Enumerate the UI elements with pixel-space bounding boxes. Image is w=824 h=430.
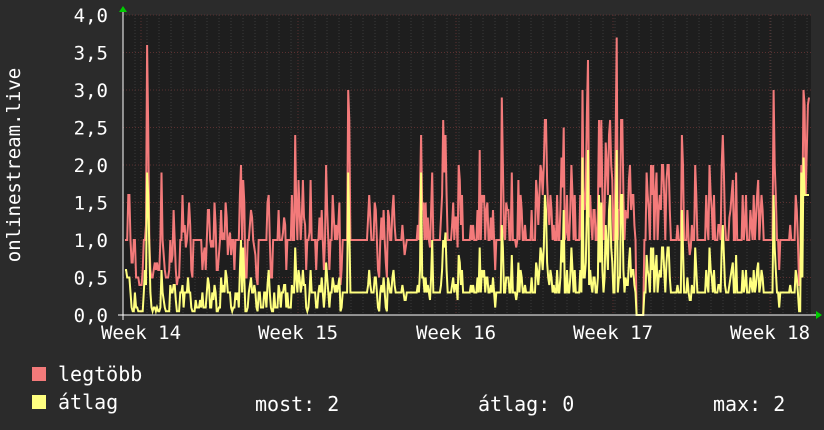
- legend-swatch-legtobb: [32, 367, 46, 381]
- x-tick-label: Week 16: [416, 322, 496, 344]
- legend-swatch-atlag: [32, 395, 46, 409]
- x-axis-arrow-icon: [816, 311, 822, 319]
- x-tick-label: Week 14: [101, 322, 181, 344]
- y-tick-label: 0,5: [74, 268, 108, 290]
- x-tick-label: Week 18: [730, 322, 810, 344]
- stat-maximum: max: 2: [713, 392, 786, 416]
- y-axis-arrow-icon: [119, 6, 127, 12]
- y-tick-label: 2,0: [74, 155, 108, 177]
- x-tick-label: Week 15: [258, 322, 338, 344]
- y-tick-label: 1,0: [74, 230, 108, 252]
- series-line-legtobb: [125, 37, 810, 316]
- x-axis-ticks: Week 14 Week 15 Week 16 Week 17 Week 18: [101, 322, 810, 344]
- chart: 0,00,51,01,52,02,53,03,54,0 Week 14 Week …: [3, 5, 822, 344]
- series-line-atlag: [125, 149, 809, 316]
- y-tick-label: 4,0: [74, 5, 108, 27]
- legend-label-legtobb: legtöbb: [58, 362, 143, 386]
- y-tick-label: 2,5: [74, 118, 108, 140]
- y-axis-label: onlinestream.live: [3, 68, 25, 262]
- stat-average: átlag: 0: [478, 392, 575, 416]
- x-tick-label: Week 17: [573, 322, 653, 344]
- y-tick-label: 0,0: [74, 305, 108, 327]
- legend-item-legtobb: legtöbb: [32, 362, 143, 386]
- stat-current: most: 2: [255, 392, 340, 416]
- legend-item-atlag: átlag: [32, 390, 119, 414]
- y-tick-label: 3,0: [74, 80, 108, 102]
- y-tick-label: 3,5: [74, 43, 108, 65]
- legend-label-atlag: átlag: [58, 390, 119, 414]
- y-tick-label: 1,5: [74, 193, 108, 215]
- y-axis-ticks: 0,0 0,5 1,0 1,5 2,0 2,5 3,0 3,5 4,0: [74, 5, 108, 327]
